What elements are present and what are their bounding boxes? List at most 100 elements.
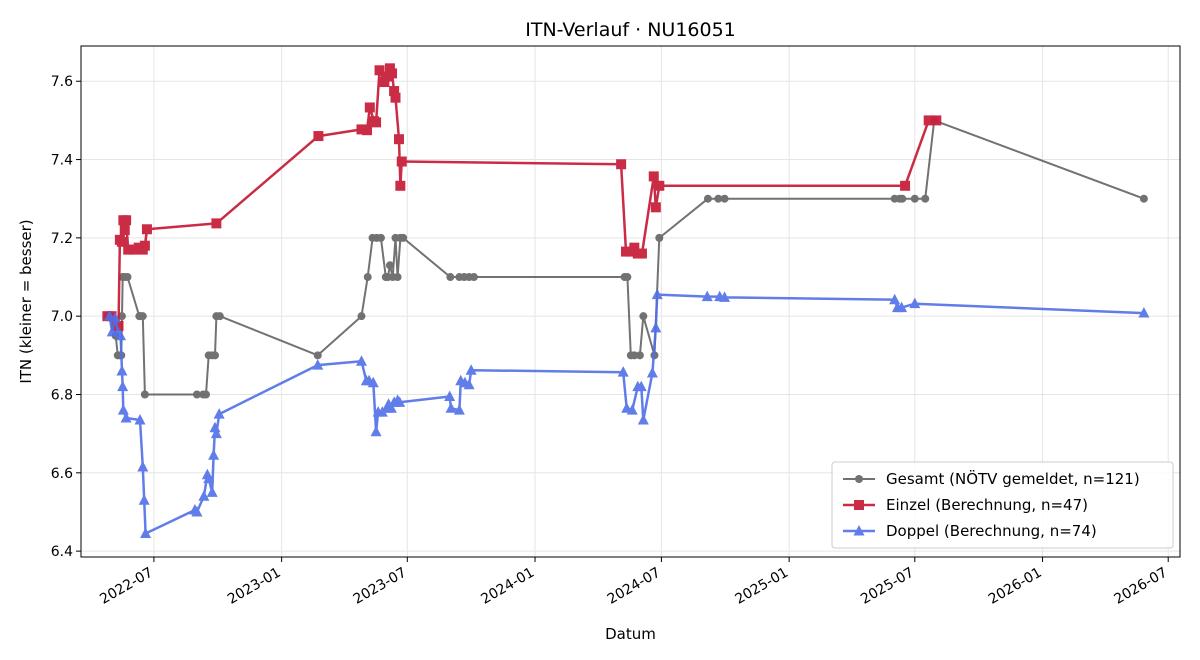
data-point bbox=[445, 402, 457, 413]
data-point bbox=[119, 225, 130, 236]
y-tick-label: 6.8 bbox=[51, 387, 73, 403]
data-point bbox=[703, 194, 712, 203]
data-point bbox=[371, 117, 382, 128]
data-point bbox=[139, 240, 150, 251]
data-point bbox=[116, 365, 128, 376]
data-point bbox=[714, 194, 723, 203]
data-point bbox=[356, 124, 367, 135]
data-point bbox=[626, 404, 638, 415]
data-point bbox=[719, 291, 731, 302]
data-point bbox=[191, 505, 203, 517]
data-point bbox=[140, 390, 149, 399]
y-tick-label: 6.4 bbox=[51, 544, 73, 560]
data-point bbox=[211, 218, 222, 229]
data-point bbox=[396, 156, 407, 167]
data-point bbox=[395, 180, 406, 191]
data-point bbox=[141, 224, 152, 235]
legend: Gesamt (NÖTV gemeldet, n=121) Einzel (Ber… bbox=[831, 461, 1174, 549]
data-point bbox=[900, 180, 911, 191]
legend-label: Doppel (Berechnung, n=74) bbox=[886, 522, 1097, 540]
data-point bbox=[1139, 194, 1148, 203]
data-point bbox=[921, 194, 930, 203]
data-point bbox=[313, 131, 324, 142]
data-point bbox=[117, 404, 129, 415]
data-point bbox=[469, 273, 478, 282]
data-point bbox=[138, 312, 147, 321]
data-point bbox=[137, 460, 149, 472]
data-point bbox=[203, 472, 215, 484]
data-point bbox=[465, 364, 477, 375]
data-point bbox=[385, 261, 394, 270]
y-tick-label: 7.6 bbox=[51, 74, 73, 90]
data-point bbox=[357, 312, 366, 321]
data-point bbox=[463, 378, 475, 390]
data-point bbox=[646, 366, 658, 378]
data-point bbox=[117, 380, 129, 392]
data-point bbox=[192, 390, 201, 399]
data-point bbox=[630, 351, 639, 360]
y-tick-label: 7.0 bbox=[51, 309, 73, 325]
y-tick-label: 7.4 bbox=[51, 153, 73, 169]
data-point bbox=[208, 449, 220, 460]
data-point bbox=[389, 86, 400, 97]
data-point bbox=[123, 273, 132, 282]
data-point bbox=[385, 402, 397, 413]
data-point bbox=[134, 413, 146, 425]
chart-title: ITN-Verlauf · NU16051 bbox=[525, 19, 736, 41]
legend-item bbox=[843, 475, 875, 483]
data-point bbox=[312, 359, 324, 370]
data-point bbox=[639, 312, 648, 321]
data-point bbox=[384, 63, 395, 74]
legend-items: Gesamt (NÖTV gemeldet, n=121) Einzel (Ber… bbox=[843, 469, 1140, 540]
data-point bbox=[123, 244, 134, 255]
data-point bbox=[363, 273, 372, 282]
data-point bbox=[399, 233, 408, 242]
data-point bbox=[635, 380, 647, 392]
data-point bbox=[650, 202, 661, 213]
legend-item bbox=[843, 525, 875, 536]
legend-marker bbox=[855, 475, 863, 483]
data-point bbox=[701, 290, 713, 302]
data-point bbox=[367, 376, 379, 388]
data-point bbox=[446, 273, 455, 282]
data-point bbox=[379, 77, 390, 88]
legend-marker bbox=[854, 500, 864, 510]
data-point bbox=[623, 273, 632, 282]
data-point bbox=[650, 321, 662, 333]
data-point bbox=[651, 288, 663, 300]
data-point bbox=[655, 233, 664, 242]
data-point bbox=[117, 312, 126, 321]
data-point bbox=[376, 233, 385, 242]
data-point bbox=[393, 273, 402, 282]
data-point bbox=[364, 102, 375, 113]
data-point bbox=[215, 312, 224, 321]
legend-item bbox=[843, 500, 875, 510]
data-point bbox=[362, 125, 373, 136]
data-point bbox=[720, 194, 729, 203]
data-point bbox=[394, 396, 406, 407]
y-axis-label: ITN (kleiner = besser) bbox=[17, 219, 35, 383]
data-point bbox=[931, 115, 942, 126]
data-point bbox=[896, 301, 908, 313]
data-point bbox=[637, 413, 649, 425]
data-point bbox=[313, 351, 322, 360]
legend-label: Gesamt (NÖTV gemeldet, n=121) bbox=[886, 469, 1140, 488]
data-point bbox=[115, 329, 127, 341]
data-point bbox=[654, 180, 665, 191]
data-point bbox=[206, 486, 218, 497]
data-point bbox=[138, 494, 150, 505]
data-point bbox=[120, 411, 132, 423]
data-point bbox=[370, 425, 382, 437]
legend-box bbox=[831, 461, 1174, 549]
x-axis-label: Datum bbox=[605, 625, 656, 643]
grid-layer bbox=[81, 46, 1180, 557]
data-point bbox=[355, 355, 367, 366]
data-point bbox=[923, 115, 934, 126]
data-point bbox=[889, 293, 901, 305]
data-point bbox=[374, 65, 385, 76]
data-point bbox=[209, 421, 221, 433]
data-point bbox=[390, 92, 401, 103]
data-point bbox=[910, 194, 919, 203]
